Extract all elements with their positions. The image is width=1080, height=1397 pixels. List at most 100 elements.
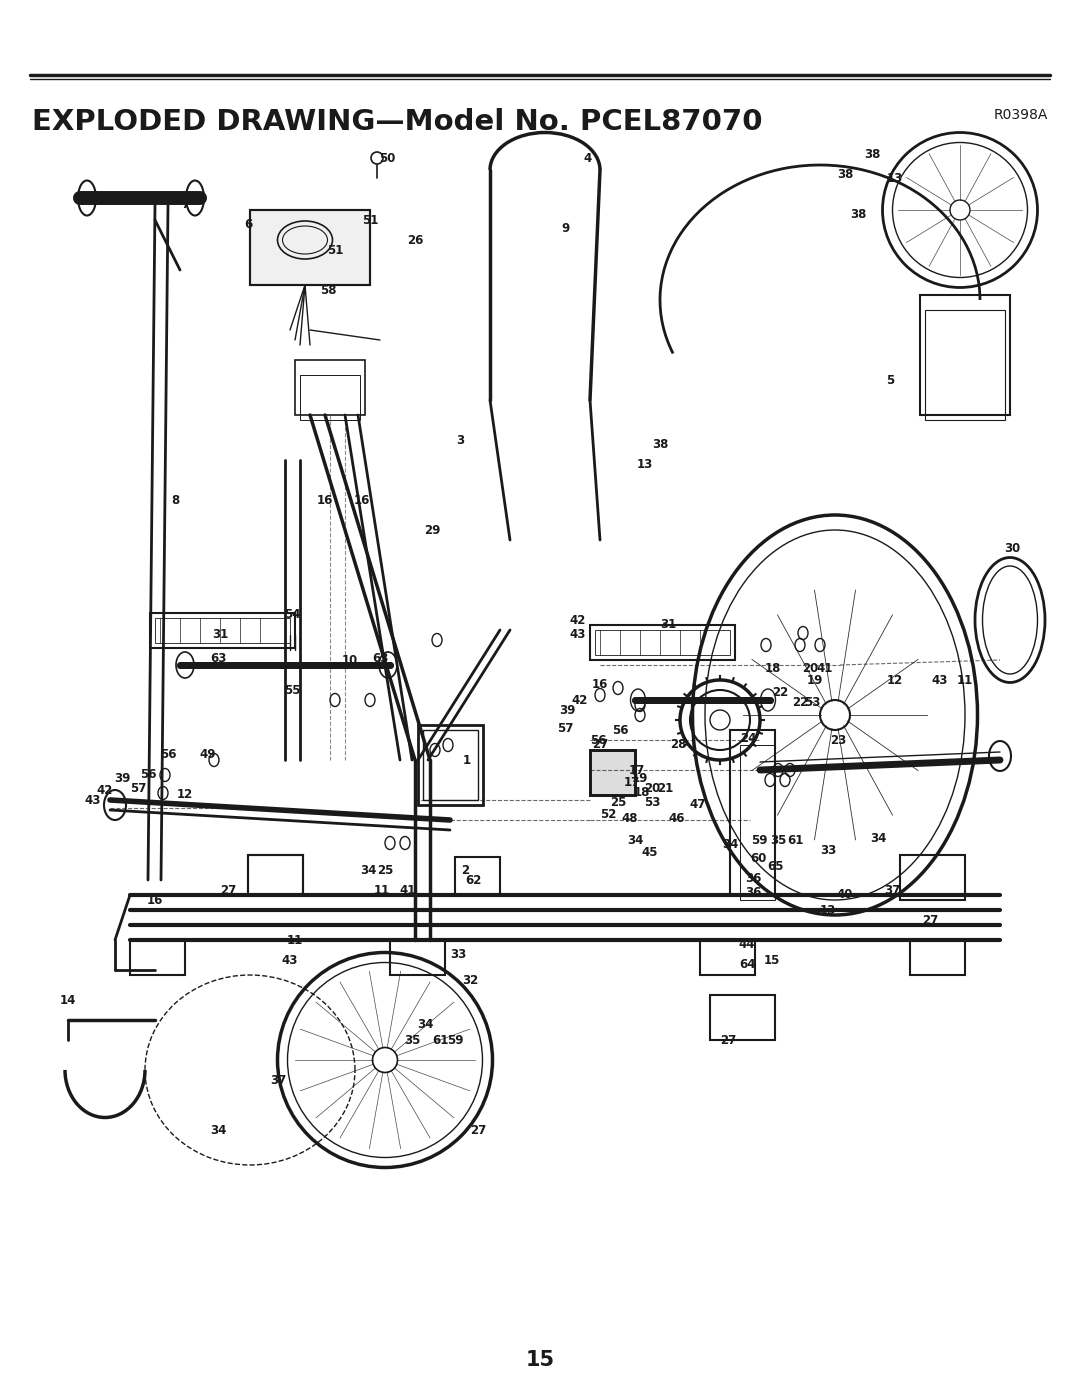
- Text: 13: 13: [820, 904, 836, 916]
- Text: 34: 34: [360, 863, 376, 876]
- Text: 41: 41: [816, 662, 833, 675]
- Text: 26: 26: [407, 233, 423, 246]
- Text: 60: 60: [750, 852, 766, 865]
- Bar: [590, 624, 735, 659]
- Text: 42: 42: [97, 784, 113, 796]
- Text: 55: 55: [284, 683, 300, 697]
- Text: 18: 18: [765, 662, 781, 675]
- Text: 16: 16: [316, 493, 334, 507]
- Text: 12: 12: [887, 673, 903, 686]
- Bar: [423, 731, 478, 800]
- Text: 58: 58: [320, 284, 336, 296]
- Bar: [920, 295, 1010, 415]
- Bar: [418, 725, 483, 805]
- Text: 42: 42: [571, 693, 589, 707]
- Text: 56: 56: [611, 724, 629, 736]
- Bar: [700, 940, 755, 975]
- Text: 36: 36: [745, 872, 761, 884]
- Text: 57: 57: [130, 781, 146, 795]
- Text: 62: 62: [464, 873, 482, 887]
- Text: 59: 59: [751, 834, 767, 847]
- Text: 2: 2: [461, 863, 469, 876]
- Text: 59: 59: [447, 1034, 463, 1046]
- Bar: [710, 995, 775, 1039]
- Bar: [248, 855, 303, 895]
- Bar: [590, 750, 635, 795]
- Text: 44: 44: [739, 939, 755, 951]
- Text: 53: 53: [804, 696, 820, 708]
- Bar: [249, 210, 370, 285]
- Text: 18: 18: [634, 785, 650, 799]
- Text: 27: 27: [922, 914, 939, 926]
- Text: 11: 11: [957, 673, 973, 686]
- Bar: [740, 745, 775, 900]
- Text: 28: 28: [670, 739, 686, 752]
- Bar: [248, 855, 303, 895]
- Text: 15: 15: [526, 1350, 554, 1370]
- Text: 13: 13: [637, 458, 653, 472]
- Text: 56: 56: [160, 749, 176, 761]
- Text: 42: 42: [570, 613, 586, 626]
- Text: 10: 10: [342, 654, 359, 666]
- Text: 11: 11: [287, 933, 303, 947]
- Text: 65: 65: [767, 861, 783, 873]
- Text: 19: 19: [807, 673, 823, 686]
- Text: 61: 61: [787, 834, 804, 847]
- Bar: [390, 940, 445, 975]
- Bar: [455, 856, 500, 895]
- Text: 27: 27: [720, 1034, 737, 1046]
- Text: 22: 22: [792, 696, 808, 708]
- Text: 48: 48: [622, 812, 638, 824]
- Text: 23: 23: [829, 733, 846, 746]
- Text: 31: 31: [660, 619, 676, 631]
- Text: 34: 34: [417, 1018, 433, 1031]
- Text: 16: 16: [592, 679, 608, 692]
- Bar: [910, 940, 966, 975]
- Text: 46: 46: [669, 812, 685, 824]
- Bar: [590, 750, 635, 795]
- Text: 12: 12: [177, 788, 193, 802]
- Text: 5: 5: [886, 373, 894, 387]
- Text: 47: 47: [690, 799, 706, 812]
- Text: 63: 63: [210, 651, 226, 665]
- Text: 39: 39: [558, 704, 576, 717]
- Text: 33: 33: [820, 844, 836, 856]
- Text: R0398A: R0398A: [994, 108, 1048, 122]
- Text: 52: 52: [599, 809, 617, 821]
- Text: 34: 34: [869, 831, 887, 845]
- Text: 38: 38: [864, 148, 880, 162]
- Text: 43: 43: [570, 629, 586, 641]
- Bar: [900, 855, 966, 900]
- Text: 22: 22: [772, 686, 788, 698]
- Text: 31: 31: [212, 629, 228, 641]
- Text: 13: 13: [887, 172, 903, 184]
- Text: 64: 64: [739, 958, 755, 971]
- Bar: [295, 360, 365, 415]
- Text: 61: 61: [432, 1034, 448, 1046]
- Text: 15: 15: [764, 954, 780, 967]
- Text: 35: 35: [770, 834, 786, 847]
- Text: 41: 41: [400, 883, 416, 897]
- Text: 1: 1: [463, 753, 471, 767]
- Text: 33: 33: [450, 949, 467, 961]
- Bar: [595, 630, 730, 655]
- Text: 38: 38: [850, 208, 866, 222]
- Text: 20: 20: [644, 781, 660, 795]
- Text: 53: 53: [644, 795, 660, 809]
- Text: 14: 14: [59, 993, 77, 1006]
- Text: 38: 38: [837, 169, 853, 182]
- Text: 40: 40: [837, 888, 853, 901]
- Text: 45: 45: [642, 845, 658, 859]
- Text: 63: 63: [372, 651, 388, 665]
- Text: 35: 35: [404, 1034, 420, 1046]
- Text: 24: 24: [740, 732, 756, 745]
- Text: 32: 32: [462, 974, 478, 986]
- Text: 34: 34: [721, 838, 739, 852]
- Text: 27: 27: [592, 739, 608, 752]
- Text: 34: 34: [626, 834, 644, 847]
- Text: 38: 38: [652, 439, 669, 451]
- Text: 39: 39: [113, 771, 131, 785]
- Text: 16: 16: [354, 493, 370, 507]
- Text: 49: 49: [200, 749, 216, 761]
- Bar: [300, 374, 360, 420]
